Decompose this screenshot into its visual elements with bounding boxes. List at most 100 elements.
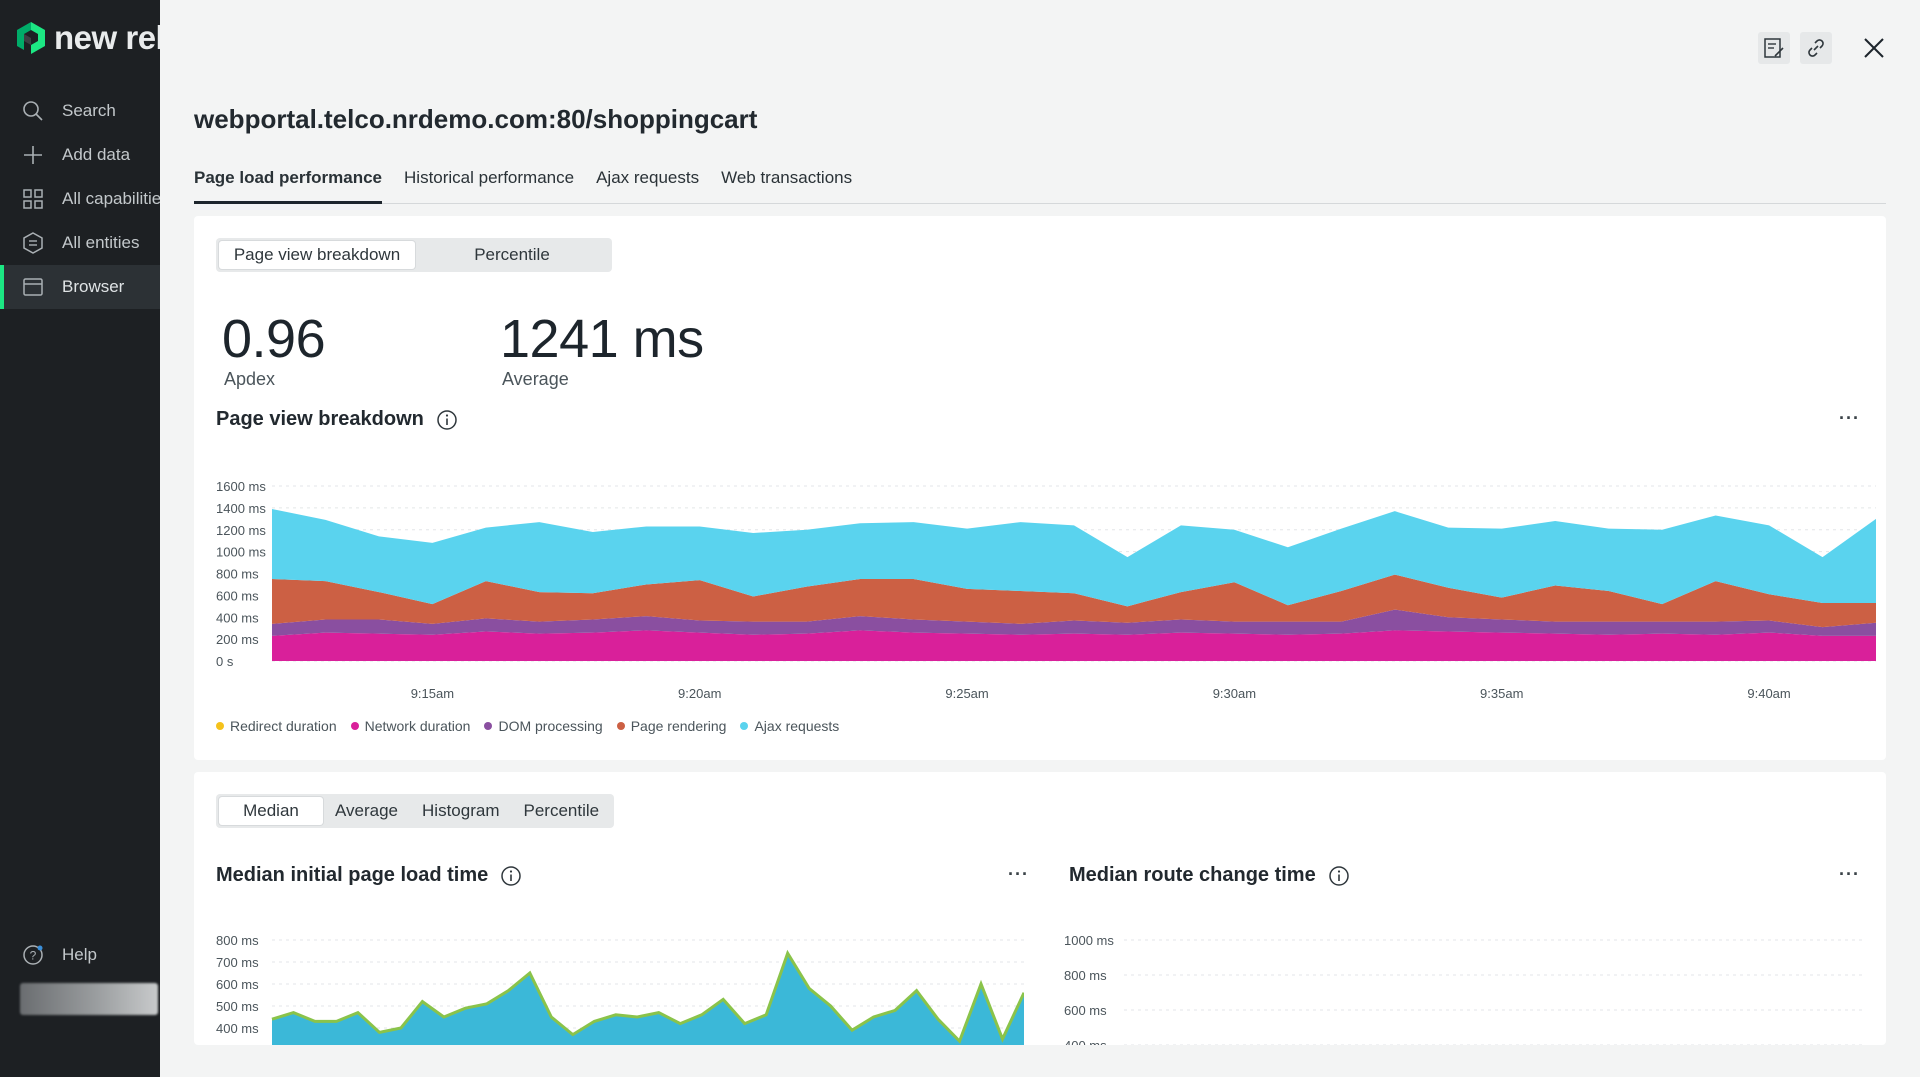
chart-title-text: Median route change time [1069, 864, 1316, 886]
y-tick-label: 600 ms [216, 977, 259, 992]
top-actions [1758, 32, 1890, 64]
tab-historical-performance[interactable]: Historical performance [404, 168, 575, 187]
x-tick-label: 9:15am [411, 686, 454, 701]
link-icon [1808, 39, 1824, 57]
toggle-page-view-breakdown[interactable]: Page view breakdown [219, 241, 415, 269]
user-account-bar[interactable] [20, 983, 158, 1015]
y-tick-label: 1600 ms [216, 479, 266, 494]
help-section: ? Help [0, 933, 160, 977]
legend-label: Ajax requests [754, 718, 840, 734]
svg-text:?: ? [30, 949, 37, 963]
sidebar-item-search[interactable]: Search [0, 89, 160, 133]
x-tick-label: 9:30am [1213, 686, 1256, 701]
legend-dom-processing[interactable]: DOM processing [484, 718, 603, 734]
close-button[interactable] [1858, 32, 1890, 64]
x-tick-label: 9:25am [945, 686, 988, 701]
toggle-median[interactable]: Median [219, 797, 323, 825]
grid-icon [22, 188, 44, 210]
toggle-percentile[interactable]: Percentile [523, 801, 600, 820]
y-tick-label: 800 ms [1064, 968, 1107, 983]
sidebar: new rel Search Add data All capabilities… [0, 0, 160, 1077]
y-tick-label: 700 ms [216, 955, 259, 970]
notes-edit-icon [1764, 38, 1784, 58]
new-relic-logo-icon [17, 22, 45, 54]
search-icon [22, 100, 44, 122]
breakdown-chart-title: Page view breakdown [216, 408, 458, 431]
average-label: Average [502, 369, 569, 389]
sidebar-item-label: Add data [62, 145, 131, 164]
y-tick-label: 400 ms [216, 610, 259, 625]
y-tick-label: 1000 ms [1064, 933, 1114, 948]
legend-ajax-requests[interactable]: Ajax requests [740, 718, 839, 734]
x-tick-label: 9:20am [678, 686, 721, 701]
y-tick-label: 500 ms [216, 999, 259, 1014]
y-tick-label: 800 ms [216, 567, 259, 582]
chart-legend: Redirect duration Network duration DOM p… [216, 718, 839, 734]
sidebar-nav: Search Add data All capabilities All ent… [0, 89, 160, 309]
median-route-change-chart: 1000 ms 800 ms 600 ms 400 ms [1064, 933, 1864, 1045]
sidebar-item-label: All capabilities [62, 189, 160, 208]
entities-icon [22, 232, 44, 254]
area-network-duration [272, 630, 1876, 661]
info-icon[interactable] [1328, 865, 1350, 887]
edit-notes-button[interactable] [1758, 32, 1790, 64]
tab-ajax-requests[interactable]: Ajax requests [596, 168, 700, 187]
sidebar-item-label: Help [62, 945, 97, 964]
main-panel: webportal.telco.nrdemo.com:80/shoppingca… [160, 0, 1920, 1077]
sidebar-item-browser[interactable]: Browser [0, 265, 160, 309]
area-page-rendering [272, 574, 1876, 628]
legend-label: Page rendering [630, 718, 727, 734]
median-card: Median Average Histogram Percentile Medi… [194, 772, 1886, 1045]
logo[interactable]: new rel [16, 19, 160, 56]
page-load-card: Page view breakdown Percentile 0.96 Apde… [194, 216, 1886, 760]
sidebar-item-label: Browser [62, 277, 125, 296]
plus-icon [22, 144, 44, 166]
apdex-label: Apdex [224, 369, 276, 389]
y-tick-label: 800 ms [216, 933, 259, 948]
median-area [272, 953, 1024, 1045]
logo-text: new rel [54, 19, 160, 56]
tab-page-load-performance[interactable]: Page load performance [194, 160, 383, 204]
chart-title-text: Page view breakdown [216, 408, 424, 430]
median-line [271, 949, 1024, 1044]
browser-icon [22, 276, 44, 298]
info-icon[interactable] [436, 409, 458, 431]
help-icon: ? [22, 944, 44, 966]
page-view-breakdown-chart: 0 s 200 ms 400 ms 600 ms 800 ms 1000 ms 1200 m… [216, 479, 1876, 701]
area-ajax-requests [272, 508, 1876, 607]
y-tick-label: 600 ms [1064, 1003, 1107, 1018]
median-load-more-menu[interactable]: ··· [1008, 864, 1029, 884]
toggle-percentile[interactable]: Percentile [474, 245, 550, 264]
sidebar-item-all-capabilities[interactable]: All capabilities [0, 177, 160, 221]
legend-label: Network duration [364, 718, 471, 734]
legend-label: Redirect duration [230, 718, 337, 734]
apdex-value: 0.96 [222, 309, 326, 369]
legend-page-rendering[interactable]: Page rendering [616, 718, 727, 734]
stat-toggle: Median Average Histogram Percentile [216, 794, 615, 828]
tab-web-transactions[interactable]: Web transactions [721, 168, 853, 187]
y-tick-label: 400 ms [216, 1021, 259, 1036]
y-tick-label: 1000 ms [216, 545, 266, 560]
breakdown-more-menu[interactable]: ··· [1839, 408, 1860, 428]
toggle-histogram[interactable]: Histogram [422, 801, 500, 820]
toggle-average[interactable]: Average [335, 801, 399, 820]
median-route-more-menu[interactable]: ··· [1839, 864, 1860, 884]
sidebar-item-label: Search [62, 101, 116, 120]
sidebar-item-label: All entities [62, 233, 140, 252]
legend-redirect-duration[interactable]: Redirect duration [216, 718, 337, 734]
sidebar-item-help[interactable]: ? Help [0, 933, 160, 977]
breakdown-toggle: Page view breakdown Percentile [216, 238, 612, 272]
legend-network-duration[interactable]: Network duration [350, 718, 471, 734]
y-tick-label: 200 ms [216, 632, 259, 647]
tab-bar: Page load performance Historical perform… [194, 160, 1886, 204]
close-icon [1864, 38, 1884, 58]
area-dom-processing [272, 609, 1876, 636]
x-tick-label: 9:35am [1480, 686, 1523, 701]
median-route-title: Median route change time [1069, 864, 1350, 887]
sidebar-item-all-entities[interactable]: All entities [0, 221, 160, 265]
copy-link-button[interactable] [1800, 32, 1832, 64]
info-icon[interactable] [500, 865, 522, 887]
sidebar-item-add-data[interactable]: Add data [0, 133, 160, 177]
median-page-load-chart: 300 ms 400 ms 500 ms 600 ms 700 ms 800 ms [216, 933, 1024, 1045]
page-title: webportal.telco.nrdemo.com:80/shoppingca… [194, 104, 758, 134]
